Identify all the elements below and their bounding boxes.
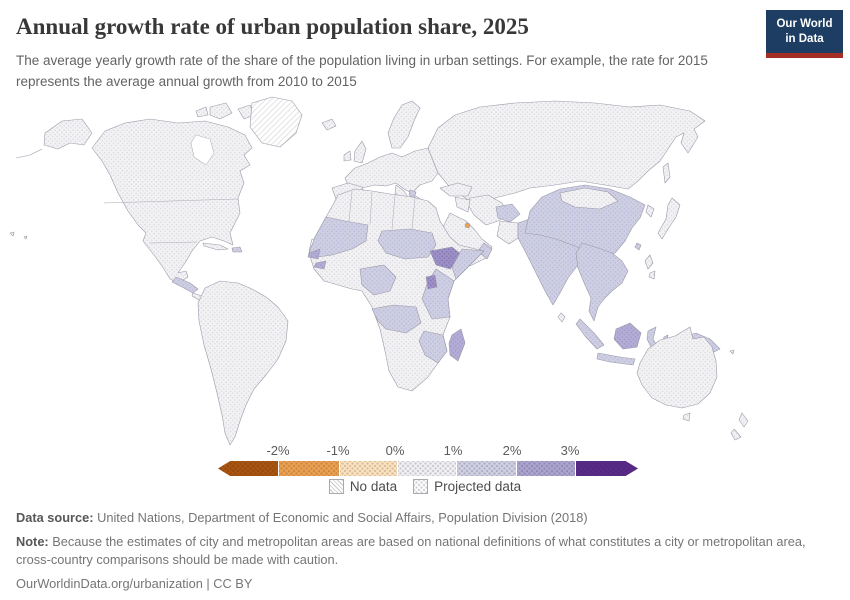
region-oman[interactable] — [477, 242, 493, 260]
region-borneo[interactable] — [613, 322, 642, 350]
region-cuba[interactable] — [202, 242, 229, 251]
region-chad-sudan[interactable] — [377, 228, 437, 260]
legend-bin-neg1-0[interactable] — [340, 461, 398, 476]
region-sahel[interactable] — [308, 216, 369, 258]
note-label: Note: — [16, 534, 49, 550]
region-tasmania — [682, 412, 691, 422]
region-greenland[interactable] — [249, 96, 303, 148]
region-uganda[interactable] — [425, 274, 438, 290]
arctic-islands — [195, 102, 255, 120]
region-indochina[interactable] — [575, 242, 629, 322]
no-data-swatch-icon — [328, 479, 344, 494]
note-line: Note: Because the estimates of city and … — [16, 533, 812, 569]
region-somalia[interactable] — [451, 248, 485, 280]
chart-subtitle: The average yearly growth rate of the sh… — [16, 53, 708, 89]
data-source-line: Data source: United Nations, Department … — [16, 509, 812, 527]
region-new-zealand[interactable] — [730, 412, 749, 441]
legend-bin-0-1[interactable] — [398, 461, 457, 476]
region-hispaniola[interactable] — [231, 246, 243, 253]
region-uk[interactable] — [353, 140, 367, 164]
hudson-bay — [190, 134, 215, 166]
region-iraq-syria[interactable] — [454, 196, 471, 213]
no-data-label: No data — [349, 479, 398, 494]
legend-tick-labels: -2% -1% 0% 1% 2% 3% — [0, 443, 850, 459]
region-taiwan[interactable] — [634, 242, 642, 251]
tick-2: 2% — [502, 443, 522, 458]
tick-0: 0% — [385, 443, 405, 458]
region-europe[interactable] — [344, 147, 439, 194]
region-alaska[interactable] — [43, 118, 93, 150]
aleutian-islands — [15, 148, 43, 159]
data-source-text: United Nations, Department of Economic a… — [93, 510, 588, 525]
projected-data-swatch-icon — [413, 479, 429, 494]
region-sri-lanka[interactable] — [557, 312, 566, 323]
region-angola-zambia[interactable] — [371, 304, 422, 334]
region-sakhalin — [662, 162, 671, 184]
region-korea[interactable] — [645, 204, 655, 218]
chart-footer: Data source: United Nations, Department … — [16, 509, 812, 600]
region-china[interactable] — [524, 184, 646, 260]
tick-neg2: -2% — [266, 443, 290, 458]
owid-logo-line1: Our World — [776, 18, 833, 31]
region-mozambique[interactable] — [418, 330, 448, 364]
no-data-key[interactable]: No data — [328, 479, 398, 494]
region-russia[interactable] — [427, 100, 706, 202]
tick-neg1: -1% — [326, 443, 350, 458]
data-source-label: Data source: — [16, 510, 94, 525]
region-java[interactable] — [596, 352, 636, 366]
region-iceland[interactable] — [321, 118, 337, 131]
legend-keys: No data Projected data — [218, 479, 632, 494]
region-madagascar[interactable] — [448, 328, 466, 362]
region-guinea[interactable] — [313, 260, 327, 270]
region-central-america[interactable] — [171, 276, 199, 294]
region-afghanistan[interactable] — [495, 203, 521, 223]
license-link[interactable]: OurWorldinData.org/urbanization | CC BY — [16, 576, 253, 592]
sahara-borders — [348, 190, 416, 230]
pacific-islands — [9, 231, 735, 355]
region-senegal[interactable] — [307, 248, 321, 260]
page-title: Annual growth rate of urban population s… — [16, 14, 529, 39]
note-text: Because the estimates of city and metrop… — [16, 534, 806, 568]
region-japan[interactable] — [657, 197, 681, 240]
region-sumatra[interactable] — [575, 318, 605, 350]
legend-bin-above-3[interactable] — [576, 461, 638, 476]
legend-bin-2-3[interactable] — [517, 461, 576, 476]
owid-logo[interactable]: Our World in Data — [766, 10, 843, 58]
region-philippines[interactable] — [644, 254, 656, 280]
projected-data-label: Projected data — [434, 479, 522, 494]
region-pakistan[interactable] — [496, 220, 519, 245]
world-map[interactable] — [0, 93, 850, 453]
projected-data-key[interactable]: Projected data — [413, 479, 521, 494]
region-south-america[interactable] — [197, 280, 289, 446]
legend-bin-neg2-neg1[interactable] — [279, 461, 340, 476]
legend-bin-below-neg2[interactable] — [218, 461, 279, 476]
legend-bin-1-2[interactable] — [457, 461, 517, 476]
region-central-africa[interactable] — [359, 264, 397, 296]
region-mongolia[interactable] — [559, 187, 619, 210]
tick-1: 1% — [443, 443, 463, 458]
legend-color-bar[interactable] — [218, 461, 638, 476]
region-kuwait[interactable] — [464, 222, 471, 229]
tick-3: 3% — [560, 443, 580, 458]
region-australia[interactable] — [636, 326, 718, 409]
us-mexico-border — [149, 241, 198, 244]
us-canada-border — [103, 198, 239, 204]
region-scandinavia[interactable] — [387, 100, 421, 149]
owid-logo-line2: in Data — [785, 32, 824, 45]
region-turkey[interactable] — [439, 182, 473, 197]
region-ireland[interactable] — [343, 150, 352, 162]
